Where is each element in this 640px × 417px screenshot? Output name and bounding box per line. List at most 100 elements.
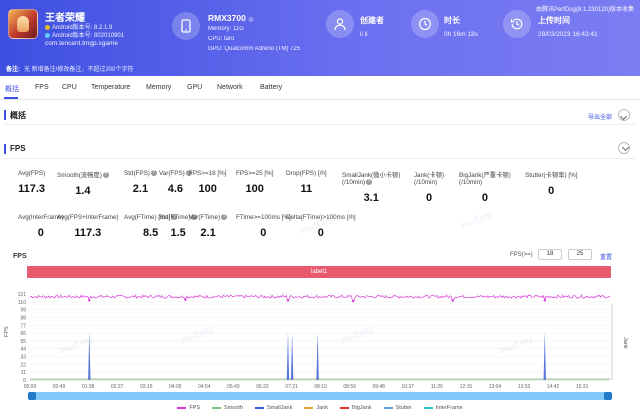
fps-stat: Jank(卡顿) (/10min) 0 — [414, 170, 444, 204]
upload-time-label: 上传时间 — [538, 16, 570, 25]
legend-swatch — [339, 407, 349, 409]
legend-item[interactable]: Smooth — [212, 403, 243, 413]
fps-stat: SmallJank(微小卡顿) (/10min)? 3.1 — [342, 170, 400, 204]
legend-item[interactable]: BigJank — [339, 403, 372, 413]
stat-label: Var(FPS)? — [159, 170, 192, 177]
perfdog-version-note: 由腾讯PerfDog(8.1.230120)版本收集 — [535, 7, 634, 13]
tab-fps[interactable]: FPS — [35, 84, 49, 91]
game-icon — [8, 9, 38, 39]
phone-icon — [172, 12, 200, 40]
stat-value: 1.4 — [75, 185, 91, 197]
game-package: com.tencent.tmgp.sgame — [45, 40, 118, 47]
small-jank-spike — [286, 332, 290, 380]
legend-swatch — [304, 407, 314, 409]
help-icon[interactable]: ? — [102, 172, 109, 179]
summary-title: 概括 — [10, 111, 26, 120]
help-icon[interactable]: ? — [221, 214, 228, 221]
stat-label: Var(FTime)? — [189, 214, 228, 221]
stat-value: 100 — [245, 183, 264, 195]
stat-value: 0 — [481, 192, 488, 204]
small-jank-spike — [290, 332, 294, 380]
legend-label: BigJank — [351, 405, 372, 411]
collapse-chevron-icon[interactable] — [618, 142, 630, 154]
legend-item[interactable]: FPS — [177, 403, 200, 413]
device-cpu: CPU: taro — [208, 36, 235, 42]
reset-button[interactable]: 重置 — [600, 255, 613, 261]
time-range-slider[interactable] — [28, 392, 612, 400]
y-tick-label: 121 — [18, 292, 27, 298]
x-tick-label: 08:10 — [314, 384, 327, 390]
legend-label: Jank — [316, 405, 328, 411]
fps-stat: BigJank(严重卡顿) (/10min) 0 — [459, 170, 511, 204]
help-icon[interactable]: ? — [171, 214, 178, 221]
help-icon[interactable]: ? — [150, 170, 157, 177]
stat-value: 0 — [425, 192, 433, 204]
fps-stat: Drop(FPS) [/h] 11 — [286, 170, 327, 195]
stat-value: 11 — [300, 183, 313, 195]
label-range-bar[interactable]: label1 — [27, 266, 611, 278]
tab-gpu[interactable]: GPU — [187, 84, 203, 91]
tab-cpu[interactable]: CPU — [62, 84, 77, 91]
device-model: RMX3700 ◎ — [208, 13, 254, 23]
help-icon[interactable]: ? — [185, 170, 192, 177]
fps-dip-marker — [451, 299, 455, 302]
export-all-link[interactable]: 导出全部 — [587, 115, 612, 121]
y-tick-label: 88 — [20, 315, 26, 321]
tab-memory[interactable]: Memory — [146, 84, 172, 91]
clock-icon — [411, 10, 439, 38]
stat-label: Avg(FTime) [ms]? — [124, 214, 178, 221]
tab-network[interactable]: Network — [217, 84, 243, 91]
stat-value: 0 — [317, 227, 324, 239]
x-tick-label: 02:27 — [111, 384, 124, 390]
legend-swatch — [383, 407, 393, 409]
remark-label: 备注: — [6, 67, 20, 73]
x-tick-label: 01:38 — [82, 384, 95, 390]
stat-label: FPS>=18 [%] — [189, 170, 227, 177]
creator-label: 创建者 — [360, 16, 384, 25]
stat-value: 2.1 — [200, 227, 216, 239]
x-tick-label: 03:16 — [140, 384, 153, 390]
stat-value: 3.1 — [363, 192, 379, 204]
tab-temperature[interactable]: Temperature — [91, 84, 131, 91]
y-axis-label: FPS — [4, 326, 10, 337]
history-icon — [503, 10, 531, 38]
chart-legend: FPS Smooth SmallJank Jank BigJank Stutter Inte… — [0, 403, 640, 413]
y-tick-label: 33 — [20, 355, 26, 361]
y-tick-label: 110 — [18, 300, 26, 306]
legend-item[interactable]: Stutter — [383, 403, 412, 413]
tab-summary[interactable]: 概括 — [5, 86, 19, 93]
help-icon[interactable]: ? — [191, 214, 198, 221]
section-tabs: 概括 FPS CPU Temperature Memory GPU Networ… — [0, 76, 640, 100]
stat-label: Smooth(流畅度)? — [57, 172, 109, 179]
x-tick-label: 13:04 — [489, 384, 502, 390]
legend-swatch — [177, 407, 187, 409]
x-tick-label: 08:59 — [343, 384, 356, 390]
x-tick-label: 13:53 — [518, 384, 531, 390]
remark-text[interactable]: 无 新增备注/修改备注，不超过200个字符 — [24, 67, 134, 73]
expand-chevron-icon[interactable] — [618, 109, 630, 121]
slider-left-handle[interactable] — [28, 392, 36, 400]
fps-dip-marker — [352, 299, 355, 303]
x-tick-label: 14:42 — [547, 384, 560, 390]
frametime-stat: Avg(FTime) [ms]? 8.5 — [124, 214, 178, 239]
x-tick-label: 00:00 — [24, 384, 37, 390]
stat-value: 0 — [260, 227, 267, 239]
stat-label: Avg(FPS) — [18, 170, 46, 177]
fps-stat: FPS>=18 [%] 100 — [189, 170, 226, 195]
active-tab-indicator — [4, 97, 18, 99]
y-tick-label: 11 — [21, 370, 26, 376]
legend-item[interactable]: InterFrame — [423, 403, 463, 413]
slider-right-handle[interactable] — [604, 392, 612, 400]
threshold-input-2[interactable]: 25 — [568, 249, 592, 260]
help-icon[interactable]: ? — [366, 179, 373, 186]
fps-stat: Avg(FPS) 117.3 — [18, 170, 45, 195]
legend-item[interactable]: Jank — [304, 403, 328, 413]
small-jank-spike — [543, 332, 546, 380]
threshold-input-1[interactable]: 18 — [538, 249, 562, 260]
tab-battery[interactable]: Battery — [260, 84, 283, 91]
stat-value: 4.6 — [167, 183, 184, 195]
legend-item[interactable]: SmallJank — [254, 403, 292, 413]
x-tick-label: 05:43 — [227, 384, 240, 390]
remark-bar[interactable]: 备注: 无 新增备注/修改备注，不超过200个字符 — [0, 61, 640, 76]
